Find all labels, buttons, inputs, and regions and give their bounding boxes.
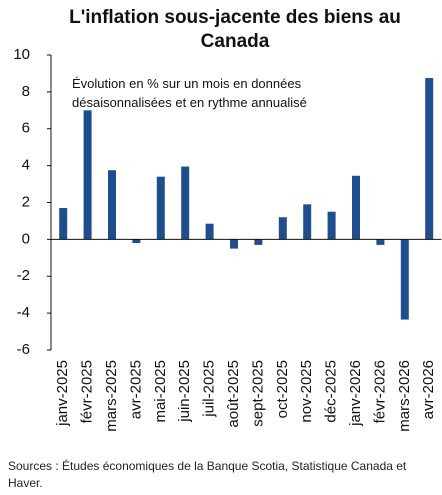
bar xyxy=(156,176,165,240)
y-tick-label: 2 xyxy=(22,193,30,210)
bar xyxy=(352,175,360,240)
bar xyxy=(230,239,238,249)
x-tick-label: févr-2025 xyxy=(79,360,96,423)
x-tick-label: août-2025 xyxy=(225,360,242,428)
x-tick-label: janv-2025 xyxy=(54,360,71,427)
bar xyxy=(108,170,116,240)
x-tick-label: mars-2025 xyxy=(103,360,120,432)
bar xyxy=(205,223,214,240)
bar xyxy=(327,211,336,240)
x-tick-label: mai-2025 xyxy=(152,360,169,423)
y-tick-label: 8 xyxy=(22,83,30,100)
x-tick-label: juin-2025 xyxy=(176,360,193,423)
y-tick-label: 10 xyxy=(13,46,30,63)
x-tick-label: févr-2026 xyxy=(371,360,388,423)
bar xyxy=(83,110,92,240)
y-tick-label: -4 xyxy=(17,304,30,321)
x-tick-label: janv-2026 xyxy=(347,360,364,427)
bar xyxy=(181,166,190,240)
bar xyxy=(132,239,141,244)
bar xyxy=(254,239,263,245)
x-tick-label: avr-2026 xyxy=(420,360,437,419)
x-tick-label: déc-2025 xyxy=(323,360,340,423)
y-tick-label: 4 xyxy=(22,157,30,174)
y-tick-label: 6 xyxy=(22,120,30,137)
y-tick-label: 0 xyxy=(22,230,30,247)
source-note: Sources : Études économiques de la Banqu… xyxy=(8,459,407,490)
chart-subtitle: Évolution en % sur un mois en données dé… xyxy=(72,76,307,110)
bar xyxy=(400,239,409,320)
bar xyxy=(376,239,385,245)
bar xyxy=(59,208,68,240)
x-tick-label: juil-2025 xyxy=(201,360,218,418)
x-tick-label: sept-2025 xyxy=(249,360,266,427)
x-tick-label: nov-2025 xyxy=(298,360,315,423)
x-tick-label: mars-2026 xyxy=(396,360,413,432)
x-tick-label: avr-2025 xyxy=(127,360,144,419)
x-tick-label: oct-2025 xyxy=(274,360,291,418)
y-tick-label: -2 xyxy=(17,267,30,284)
bar xyxy=(278,217,287,240)
bar xyxy=(425,78,434,240)
bar xyxy=(303,204,312,240)
chart-title: L'inflation sous-jacente des biens au Ca… xyxy=(69,7,401,52)
y-tick-label: -6 xyxy=(17,341,30,358)
